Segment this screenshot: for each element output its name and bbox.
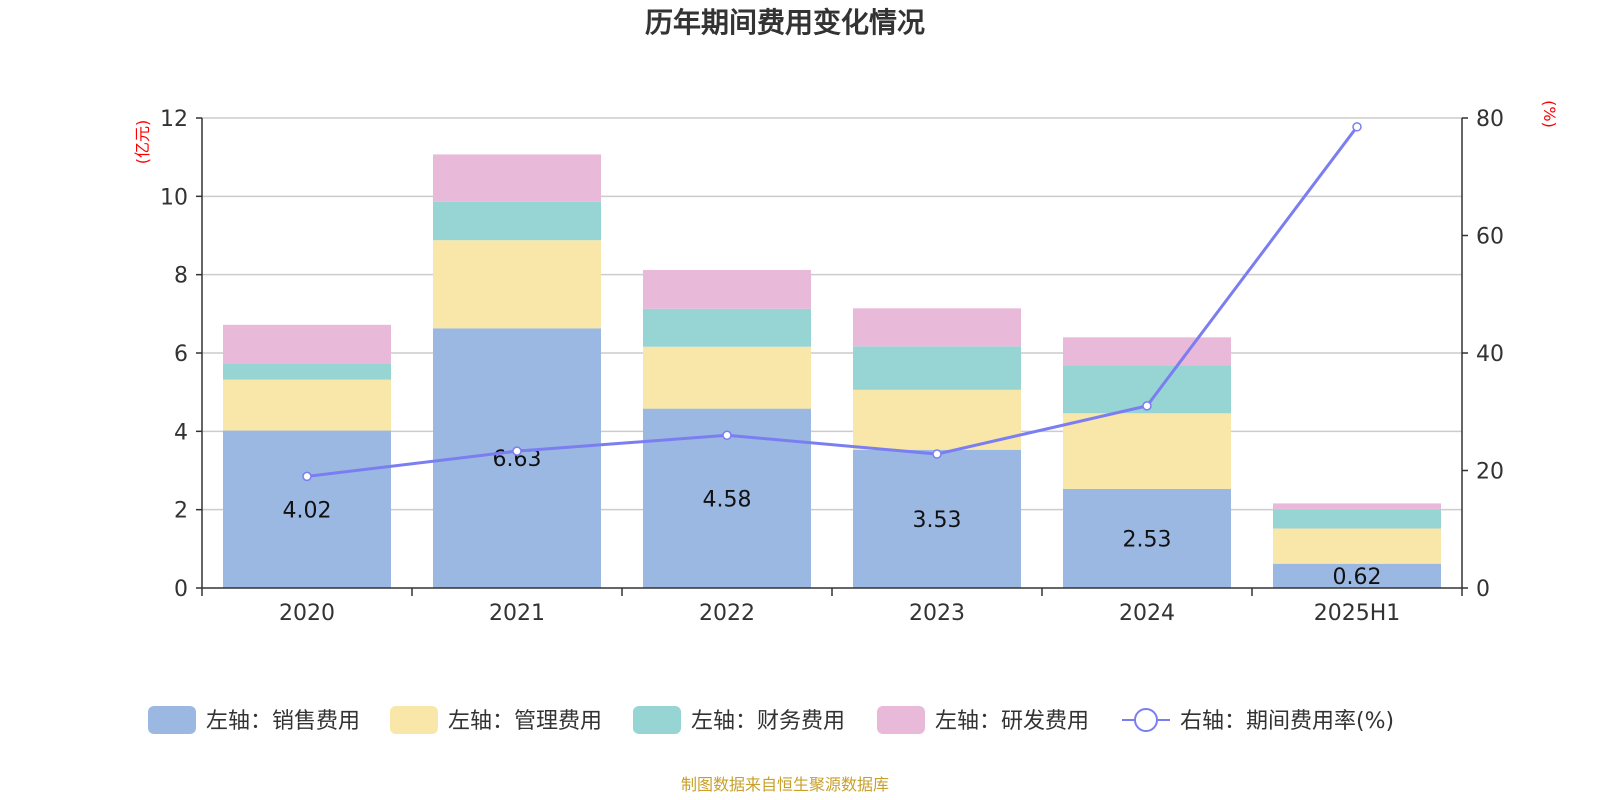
- right-tick-label: 60: [1476, 225, 1504, 250]
- legend-marker-icon: [1134, 708, 1158, 732]
- legend-swatch: [148, 706, 196, 734]
- left-axis-unit: (亿元): [133, 120, 152, 165]
- bar-segment: [1273, 563, 1441, 588]
- x-tick-label: 2022: [699, 601, 755, 626]
- right-axis-unit: (%): [1540, 100, 1559, 128]
- left-tick-label: 4: [174, 420, 188, 445]
- rate-line-path: [306, 125, 1359, 478]
- legend-label: 左轴：管理费用: [448, 709, 602, 734]
- source-note: 制图数据来自恒生聚源数据库: [681, 775, 889, 794]
- bar-segment: [433, 154, 601, 202]
- x-tick-label: 2021: [489, 601, 545, 626]
- legend-label: 左轴：财务费用: [691, 709, 845, 734]
- rate-point: [932, 449, 942, 459]
- bar-value-label: 4.58: [703, 487, 752, 512]
- bar-segment: [1063, 413, 1231, 489]
- legend-label: 右轴：期间费用率(%): [1180, 709, 1394, 734]
- rate-point: [302, 471, 312, 482]
- bar-segment: [1273, 509, 1441, 529]
- left-tick-label: 6: [174, 342, 188, 367]
- rate-point: [1352, 122, 1362, 132]
- bar-value-label: 4.02: [283, 498, 332, 523]
- right-tick-label: 0: [1476, 577, 1490, 602]
- x-tick-label: 2025H1: [1314, 601, 1401, 626]
- x-tick-label: 2023: [909, 601, 965, 626]
- right-tick-label: 40: [1476, 342, 1504, 367]
- bar-segment: [433, 240, 601, 329]
- bar-segment: [1273, 528, 1441, 564]
- right-tick-label: 20: [1476, 460, 1504, 485]
- bar-segment: [223, 324, 391, 364]
- bar-segment: [853, 449, 1021, 588]
- rate-point: [1142, 401, 1152, 411]
- bar-segment: [643, 269, 811, 309]
- left-tick-label: 0: [174, 577, 188, 602]
- bar-segment: [1063, 488, 1231, 588]
- bar-segment: [1063, 337, 1231, 366]
- grid: [202, 117, 1462, 511]
- x-tick-label: 2020: [279, 601, 335, 626]
- legend: 左轴：销售费用 左轴：管理费用 左轴：财务费用 左轴：研发费用 右轴：期间费用率(%): [148, 706, 1394, 734]
- chart-title: 历年期间费用变化情况: [645, 6, 925, 39]
- bar-segment: [433, 201, 601, 241]
- bar-value-label: 3.53: [913, 508, 962, 533]
- bar-value-label: 2.53: [1123, 527, 1172, 552]
- x-tick-label: 2024: [1119, 601, 1175, 626]
- left-tick-label: 2: [174, 499, 188, 524]
- left-tick-label: 12: [160, 107, 188, 132]
- left-tick-label: 8: [174, 264, 188, 289]
- bar-segment: [853, 308, 1021, 347]
- legend-label: 左轴：销售费用: [206, 709, 360, 734]
- bar-segment: [1273, 503, 1441, 510]
- bar-segment: [643, 308, 811, 347]
- legend-swatch: [390, 706, 438, 734]
- legend-swatch: [877, 706, 925, 734]
- rate-line: [302, 122, 1362, 482]
- left-tick-label: 10: [160, 185, 188, 210]
- data-labels: 4.026.634.583.532.530.62: [283, 447, 1382, 590]
- bar-segment: [223, 363, 391, 380]
- right-tick-label: 80: [1476, 107, 1504, 132]
- bar-segment: [643, 346, 811, 409]
- rate-point: [722, 430, 732, 440]
- legend-label: 左轴：研发费用: [935, 709, 1089, 734]
- axes: 0 2 4 6 8 10 12 0 20 40 60 80 (亿元) (%) 2020 2021 2022 202…: [133, 100, 1559, 626]
- bar-segment: [853, 346, 1021, 390]
- bar-value-label: 0.62: [1333, 565, 1382, 590]
- bar-segment: [223, 430, 391, 588]
- legend-swatch: [633, 706, 681, 734]
- bars: [223, 154, 1441, 588]
- rate-point: [512, 446, 522, 456]
- bar-segment: [223, 379, 391, 431]
